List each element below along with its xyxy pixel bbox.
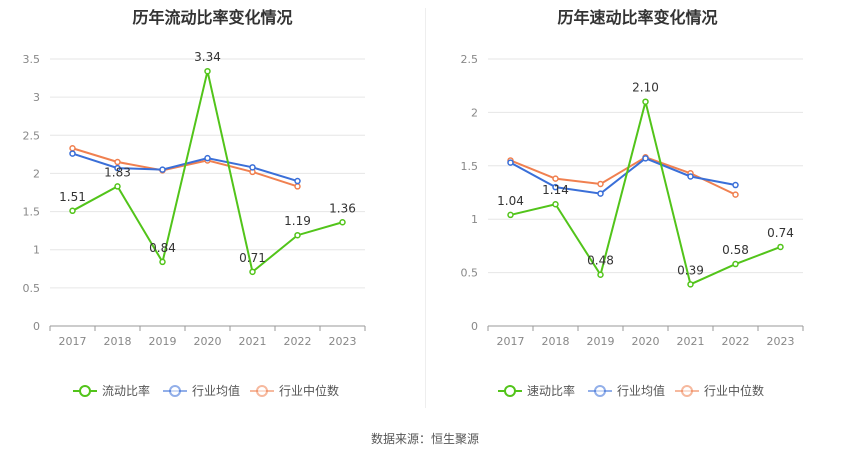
data-label: 0.39: [677, 263, 704, 277]
y-tick-label: 1: [33, 244, 40, 257]
x-tick-label: 2020: [194, 335, 222, 348]
data-point: [507, 211, 514, 219]
legend-marker: [256, 385, 268, 397]
x-tick-label: 2021: [677, 335, 705, 348]
chart-title: 历年速动比率变化情况: [557, 8, 718, 27]
data-point: [294, 183, 301, 190]
data-source-footer: 数据来源：恒生聚源: [370, 432, 479, 446]
data-point: [642, 98, 649, 105]
data-label: 1.14: [542, 183, 569, 197]
data-point: [597, 190, 604, 197]
data-point: [597, 271, 604, 278]
data-label: 0.74: [767, 226, 794, 240]
y-tick-label: 0: [33, 320, 40, 333]
y-tick-label: 3.5: [23, 53, 41, 66]
series-line: [510, 156, 736, 196]
data-point: [339, 219, 346, 226]
legend-marker: [681, 385, 693, 397]
data-label: 0.48: [587, 254, 614, 268]
legend-label: 行业均值: [192, 383, 240, 398]
data-point: [204, 154, 211, 162]
y-tick-label: 1.5: [23, 206, 41, 219]
data-point: [732, 191, 739, 198]
y-tick-label: 0.5: [23, 282, 41, 295]
data-label: 1.51: [59, 190, 86, 204]
data-point: [552, 200, 559, 208]
data-point: [69, 150, 76, 157]
chart-title: 历年流动比率变化情况: [132, 8, 293, 27]
legend-marker: [504, 385, 516, 397]
data-point: [159, 258, 166, 266]
quick-ratio-chart: 历年速动比率变化情况 0 0.5 1 1.5 2 2.5 2017 2018 2019 2020 2…: [425, 0, 850, 420]
x-tick-label: 2023: [767, 335, 795, 348]
data-point: [69, 207, 76, 215]
x-tick-label: 2017: [59, 335, 87, 348]
data-point: [294, 231, 301, 239]
legend-marker: [594, 385, 606, 397]
panel-divider: [425, 8, 426, 408]
y-tick-label: 2.5: [23, 129, 41, 142]
data-point: [69, 145, 76, 152]
data-point: [732, 181, 739, 189]
data-label: 1.04: [497, 194, 524, 208]
data-point: [114, 158, 121, 166]
data-point: [507, 159, 514, 166]
legend-label: 流动比率: [102, 383, 150, 398]
data-point: [159, 166, 166, 173]
y-tick-label: 1: [471, 213, 478, 226]
data-point: [114, 183, 121, 190]
x-tick-label: 2018: [542, 335, 570, 348]
y-tick-label: 2.5: [461, 53, 479, 66]
data-point: [777, 243, 784, 251]
data-label: 1.36: [329, 201, 356, 215]
y-tick-label: 2: [33, 167, 40, 180]
data-label: 0.84: [149, 241, 176, 255]
x-tick-label: 2018: [104, 335, 132, 348]
data-point: [249, 268, 256, 276]
x-tick-label: 2019: [587, 335, 615, 348]
series-line: [510, 157, 736, 195]
x-tick-label: 2019: [149, 335, 177, 348]
data-label: 0.71: [239, 251, 266, 265]
data-label: 2.10: [632, 81, 659, 95]
y-tick-label: 2: [471, 106, 478, 119]
data-label: 1.19: [284, 214, 311, 228]
data-label: 1.83: [104, 165, 131, 179]
data-label: 3.34: [194, 50, 221, 64]
y-tick-label: 3: [33, 91, 40, 104]
legend-label: 速动比率: [527, 383, 575, 398]
legend-label: 行业均值: [617, 383, 665, 398]
data-point: [249, 164, 256, 171]
data-point: [687, 281, 694, 288]
x-tick-label: 2022: [722, 335, 750, 348]
data-point: [204, 67, 211, 75]
data-point: [552, 175, 559, 182]
y-tick-label: 0: [471, 320, 478, 333]
x-tick-label: 2017: [497, 335, 525, 348]
legend-label: 行业中位数: [279, 383, 339, 398]
x-tick-label: 2022: [284, 335, 312, 348]
x-tick-label: 2023: [329, 335, 357, 348]
data-label: 0.58: [722, 243, 749, 257]
data-point: [597, 180, 604, 188]
current-ratio-chart: 历年流动比率变化情况 0 0.5 1 1.5 2 2.5 3 3.5 2017 2018 2019 2…: [0, 0, 425, 420]
legend-label: 行业中位数: [704, 383, 764, 398]
y-tick-label: 1.5: [461, 160, 479, 173]
x-tick-label: 2020: [632, 335, 660, 348]
data-point: [687, 173, 694, 180]
data-point: [552, 183, 559, 191]
data-point: [732, 260, 739, 268]
data-point: [114, 164, 121, 172]
legend-marker: [79, 385, 91, 397]
legend-marker: [169, 385, 181, 397]
current-ratio-plot: 0 0.5 1 1.5 2 2.5 3 3.5 2017 2018 2019 2020 2021 2022…: [23, 50, 366, 398]
data-point: [294, 177, 301, 185]
data-point: [642, 155, 649, 162]
y-tick-label: 0.5: [461, 267, 479, 280]
quick-ratio-plot: 0 0.5 1 1.5 2 2.5 2017 2018 2019 2020 2021 2022 2023…: [461, 53, 804, 398]
x-tick-label: 2021: [239, 335, 267, 348]
